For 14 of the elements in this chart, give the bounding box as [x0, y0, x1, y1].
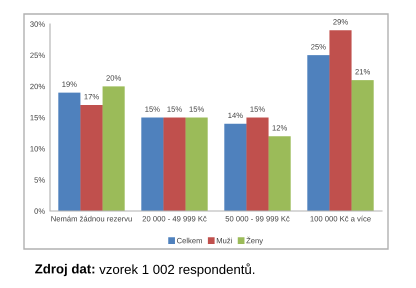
text: Zdroj dat:: [35, 264, 94, 276]
bar: [268, 136, 291, 211]
bar: [141, 118, 164, 211]
bar: [329, 30, 352, 211]
bar: [58, 92, 80, 211]
bar: [186, 118, 208, 211]
bar: [80, 105, 103, 211]
bar: [307, 55, 330, 211]
text: vzorek 1 002 respondentů.: [99, 263, 254, 277]
bar: [224, 124, 246, 211]
bar: [163, 118, 186, 211]
bar: [246, 118, 269, 211]
bar: [352, 80, 374, 211]
bar: [102, 86, 125, 211]
